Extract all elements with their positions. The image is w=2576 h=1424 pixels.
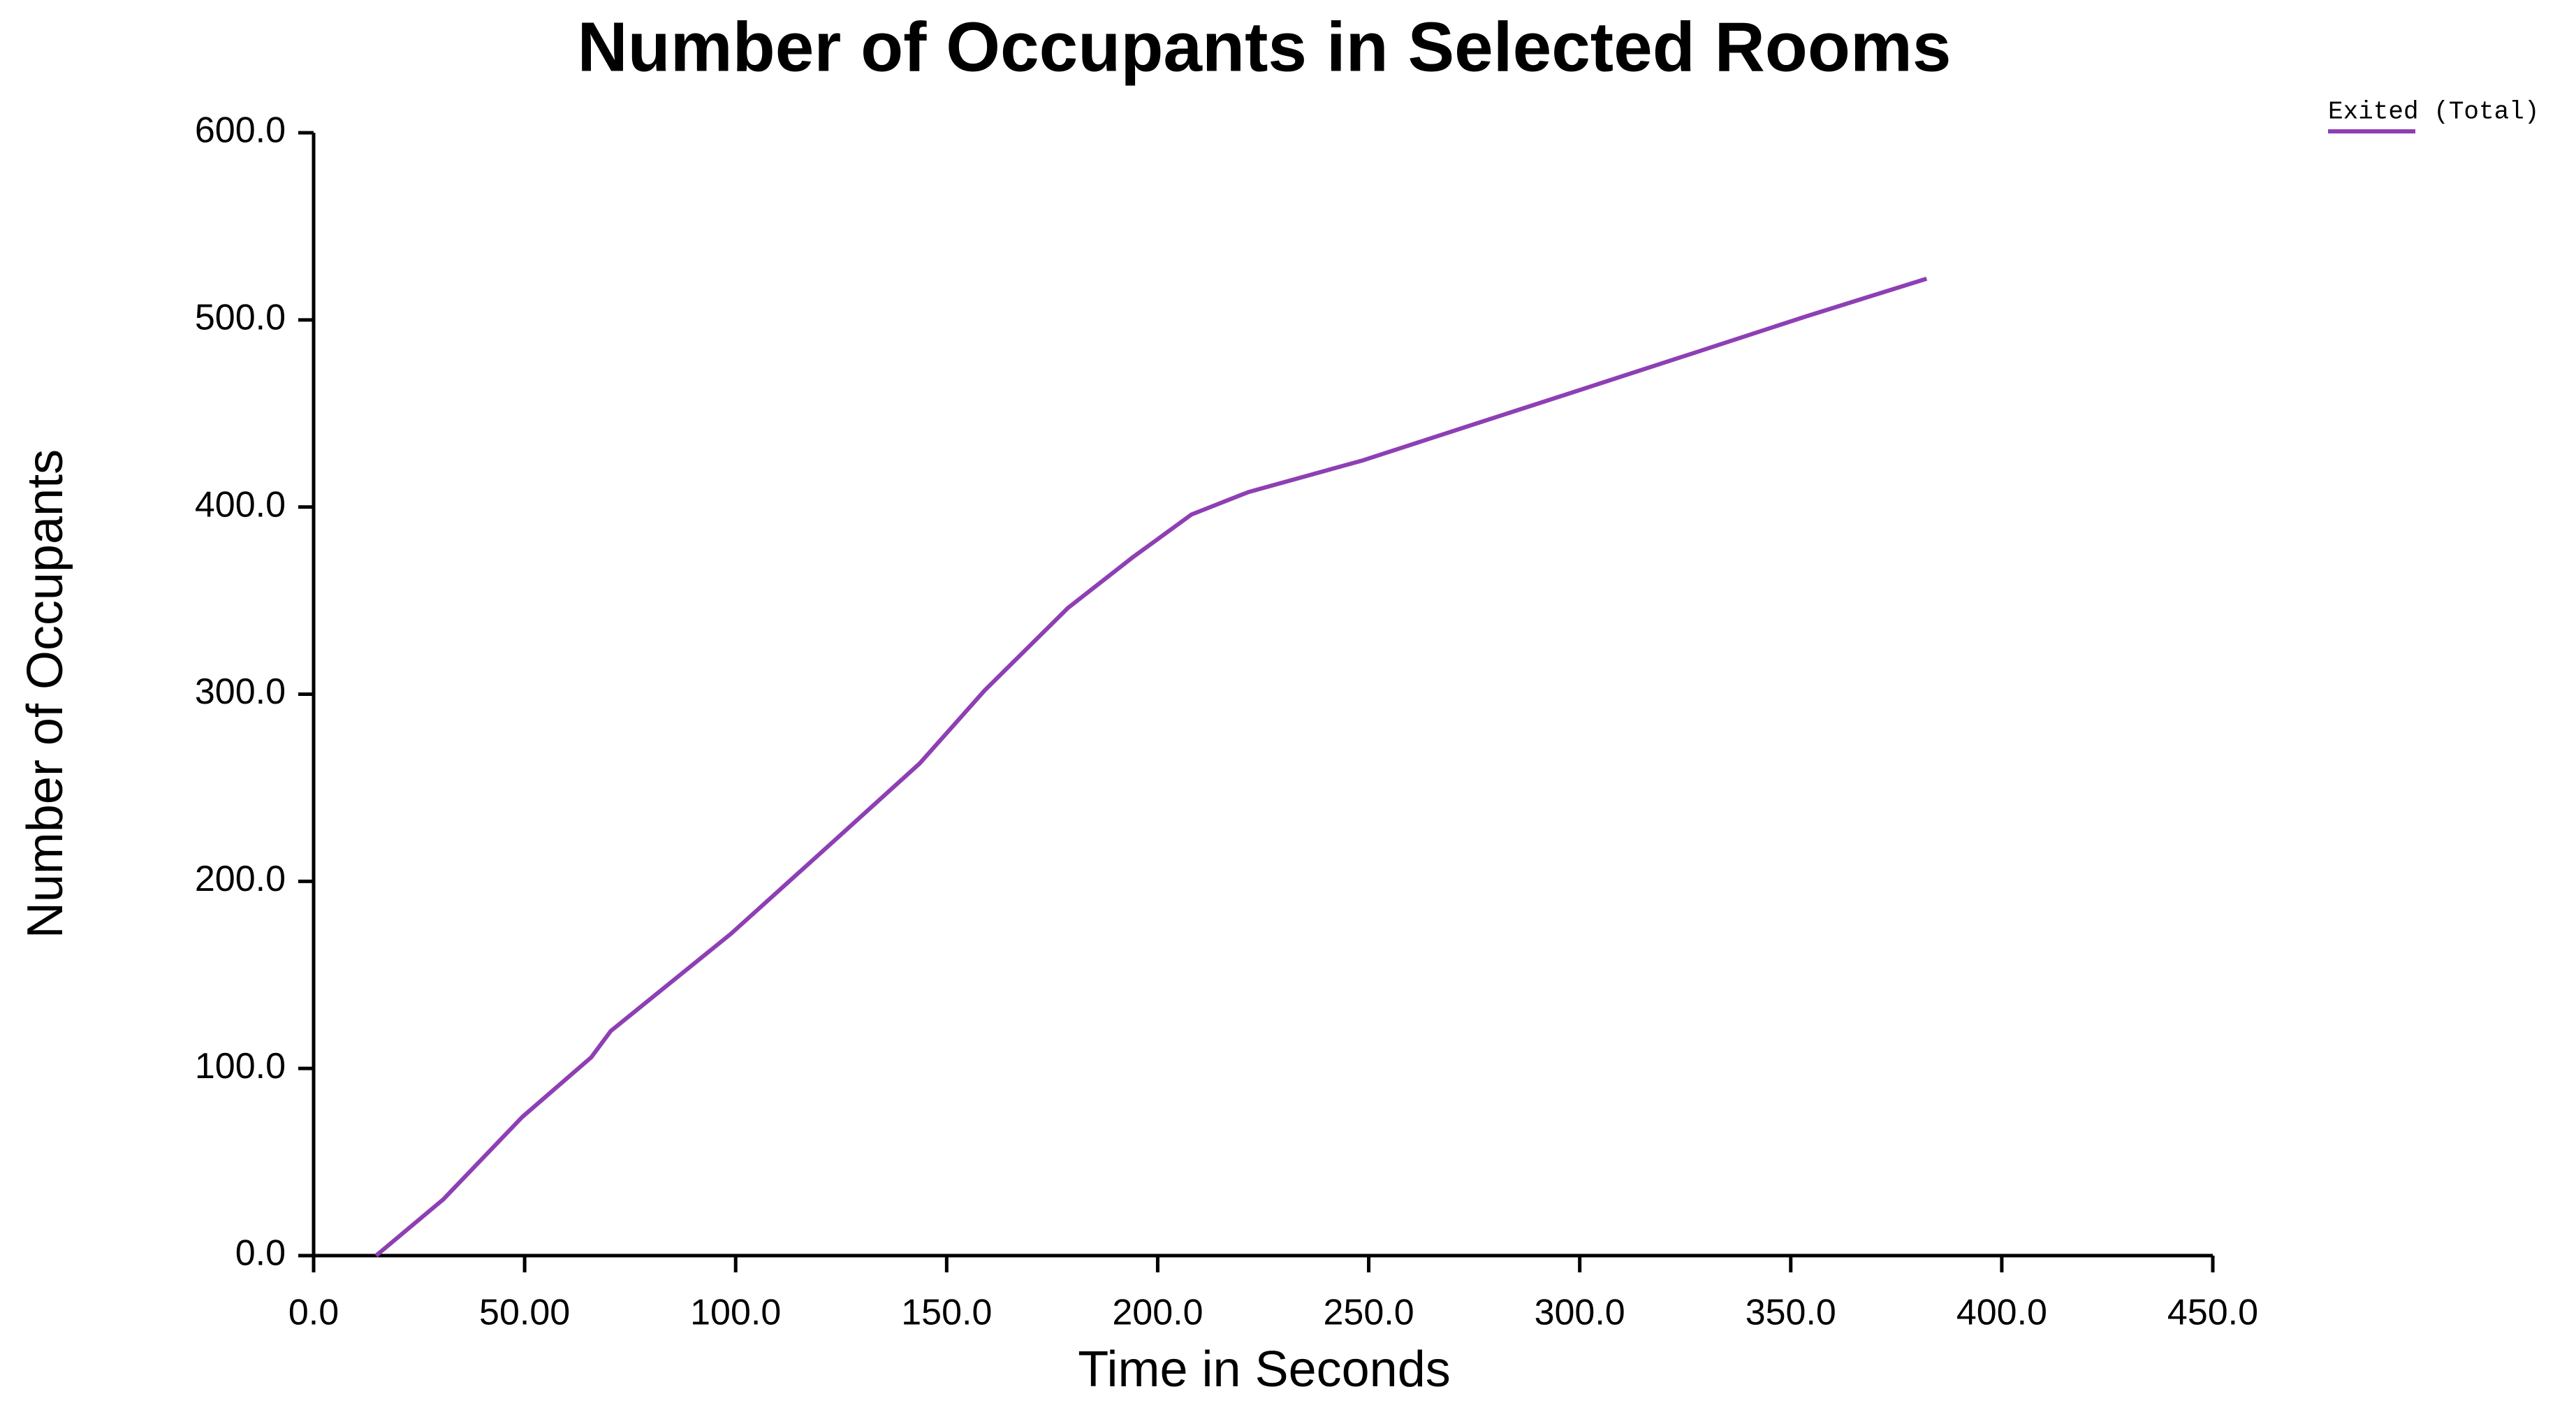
y-axis-title: Number of Occupants	[17, 449, 73, 938]
y-tick-label: 500.0	[195, 298, 286, 338]
x-tick-label: 450.0	[2167, 1293, 2258, 1333]
data-line	[374, 277, 1928, 1258]
legend-label: Exited (Total)	[2328, 98, 2539, 126]
chart-title: Number of Occupants in Selected Rooms	[577, 8, 1951, 86]
x-tick-label: 100.0	[690, 1293, 781, 1333]
x-tick-label: 150.0	[901, 1293, 992, 1333]
x-axis-title: Time in Seconds	[1078, 1342, 1451, 1397]
y-tick-label: 100.0	[195, 1046, 286, 1087]
x-tick-label: 50.00	[479, 1293, 570, 1333]
x-tick-label: 200.0	[1112, 1293, 1203, 1333]
y-tick-label: 300.0	[195, 671, 286, 712]
x-tick-label: 350.0	[1746, 1293, 1836, 1333]
y-tick-label: 0.0	[235, 1233, 286, 1274]
x-tick-label: 300.0	[1535, 1293, 1625, 1333]
y-tick-label: 200.0	[195, 859, 286, 899]
x-tick-label: 0.0	[288, 1293, 339, 1333]
x-tick-label: 250.0	[1323, 1293, 1414, 1333]
y-tick-label: 400.0	[195, 484, 286, 525]
y-tick-label: 600.0	[195, 110, 286, 151]
x-tick-label: 400.0	[1956, 1293, 2047, 1333]
